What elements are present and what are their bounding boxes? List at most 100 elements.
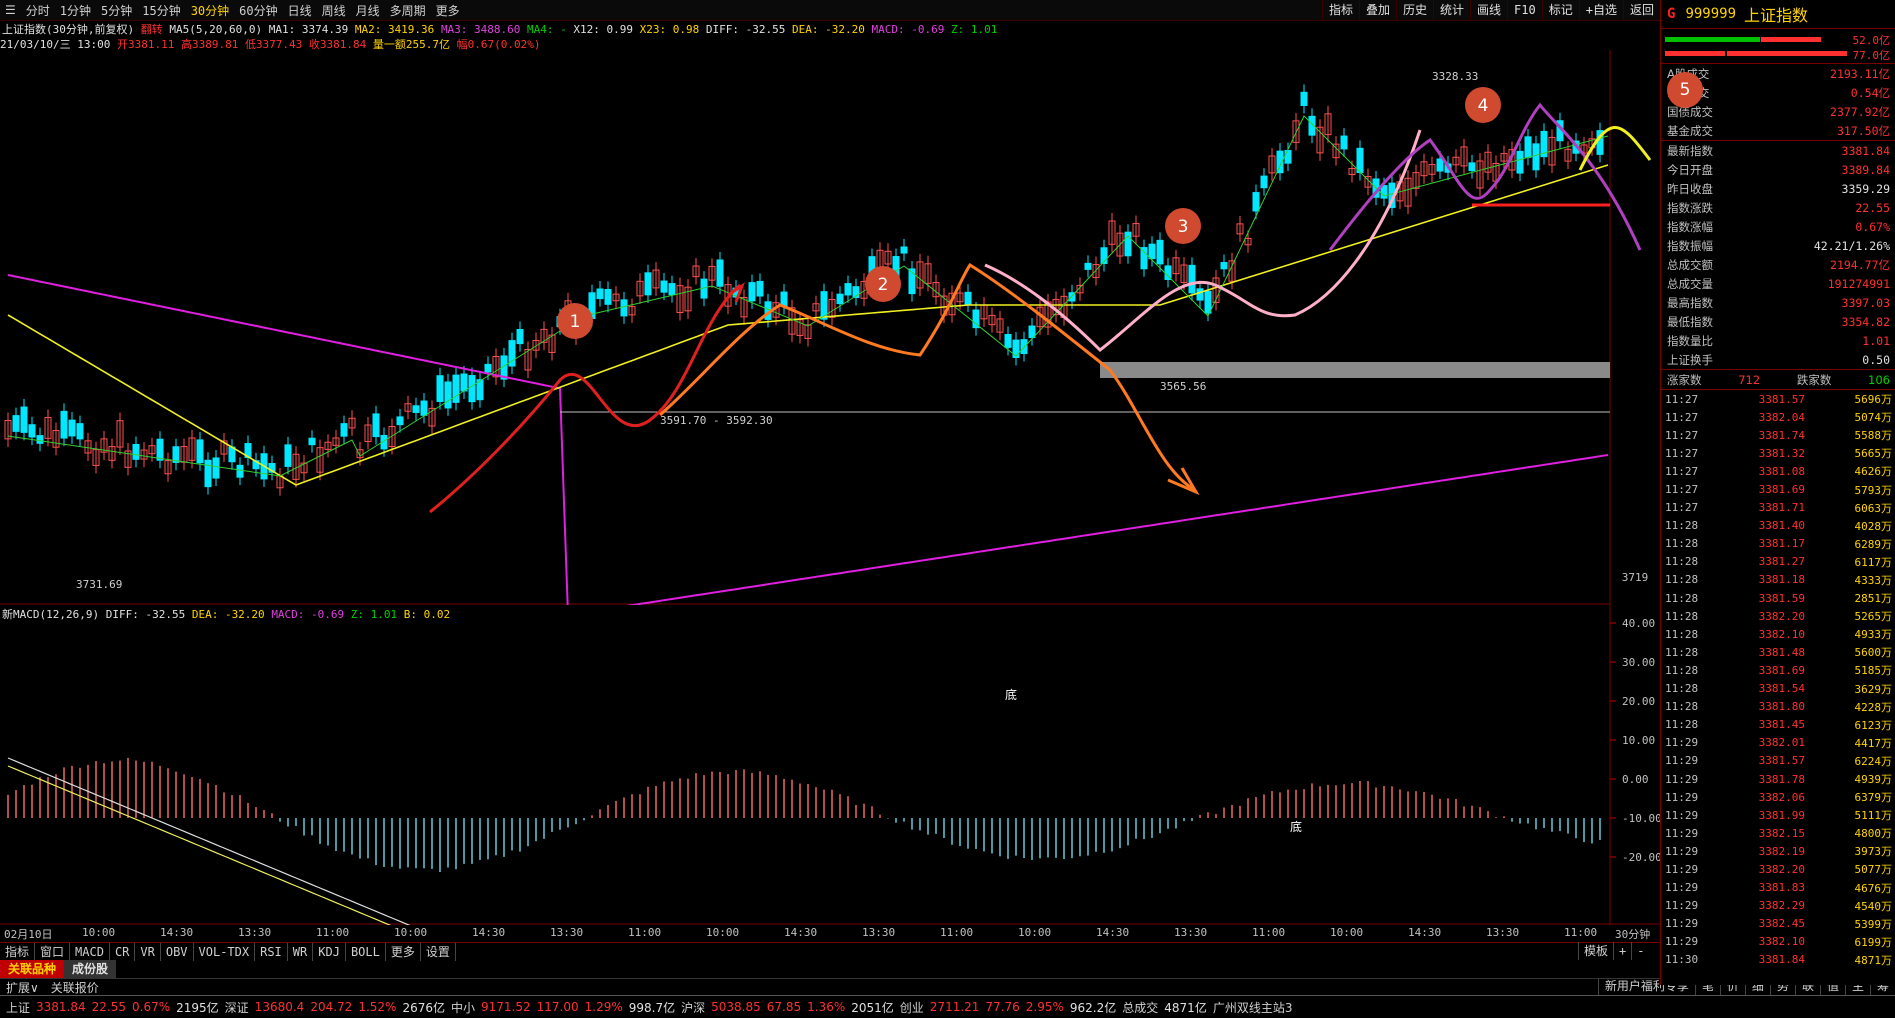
indicator-tab-12[interactable]: 设置 xyxy=(421,943,456,961)
window-menu-icon[interactable]: ☰ xyxy=(5,3,16,17)
period-tab-2[interactable]: 5分钟 xyxy=(101,3,133,18)
g-badge[interactable]: G xyxy=(1667,6,1676,22)
status-server[interactable]: 广州双线主站3 xyxy=(1212,1000,1293,1015)
tool-button-4[interactable]: 画线 xyxy=(1470,0,1507,20)
bottom-mark-1: 底 xyxy=(1005,687,1017,702)
tick-volume: 5600万 xyxy=(1854,646,1893,660)
extension-item-0[interactable]: 扩展∨ xyxy=(6,981,39,995)
indicator-tab-7[interactable]: RSI xyxy=(255,943,288,961)
indicator-tab-1[interactable]: 窗口 xyxy=(35,943,71,961)
flip-tag[interactable]: 翻转 xyxy=(140,23,163,36)
candle-body xyxy=(1180,264,1188,283)
status-index-name[interactable]: 中小 xyxy=(450,1000,475,1015)
indicator-tab-11[interactable]: 更多 xyxy=(386,943,421,961)
ma4-value: MA4: - xyxy=(527,23,567,36)
time-tick: 10:00 xyxy=(82,926,116,939)
period-tab-9[interactable]: 多周期 xyxy=(389,3,426,18)
tick-volume: 5111万 xyxy=(1854,809,1893,823)
status-index-name[interactable]: 沪深 xyxy=(681,1000,706,1015)
ma-info-line: 上证指数(30分钟,前复权) 翻转 MA5(5,20,60,0) MA1: 33… xyxy=(2,21,997,37)
macd-chart[interactable]: 40.00 30.00 20.00 10.00 0.00 -10.00 -20.00 底 底 xyxy=(0,605,1660,925)
tool-button-5[interactable]: F10 xyxy=(1507,0,1542,20)
indicator-tab-6[interactable]: VOL-TDX xyxy=(194,943,256,961)
marker-2[interactable]: 2 xyxy=(865,266,901,302)
macd-info-line: 新MACD(12,26,9) DIFF: -32.55 DEA: -32.20 … xyxy=(2,606,450,622)
indicator-tab-8[interactable]: WR xyxy=(288,943,314,961)
period-tab-3[interactable]: 15分钟 xyxy=(142,3,181,18)
section-tab-1[interactable]: 成份股 xyxy=(64,960,117,978)
indicator-tab-3[interactable]: CR xyxy=(110,943,136,961)
indicator-tab-2[interactable]: MACD xyxy=(70,943,110,961)
tool-button-2[interactable]: 历史 xyxy=(1396,0,1433,20)
time-tick: 11:00 xyxy=(316,926,350,939)
tick-price: 3382.10 xyxy=(1758,627,1805,641)
period-tab-7[interactable]: 周线 xyxy=(321,3,346,18)
tick-row: 11:29 3382.29 4540万 xyxy=(1661,897,1895,915)
candlestick-chart[interactable]: 1 2 3 4 3731.69 3591.70 - 3592.30 3565.5… xyxy=(0,50,1660,605)
status-index-name[interactable]: 深证 xyxy=(224,1000,249,1015)
status-index-change: 117.00 xyxy=(536,1000,579,1014)
candle-body xyxy=(1076,284,1084,294)
indicator-tab-0[interactable]: 指标 xyxy=(0,943,36,961)
tick-price: 3382.04 xyxy=(1758,410,1805,424)
candle-body xyxy=(1212,277,1220,303)
time-tick: 11:00 xyxy=(628,926,662,939)
tick-price: 3381.84 xyxy=(1758,953,1805,967)
tool-button-3[interactable]: 统计 xyxy=(1433,0,1470,20)
ma-line-magenta xyxy=(7,274,1609,605)
tick-price: 3381.40 xyxy=(1758,519,1805,533)
period-tab-10[interactable]: 更多 xyxy=(435,3,460,18)
period-tab-6[interactable]: 日线 xyxy=(287,3,312,18)
row-label: 最低指数 xyxy=(1667,314,1713,329)
template-button-0[interactable]: 模板 xyxy=(1578,942,1613,960)
candle-body xyxy=(284,444,292,467)
marker-4[interactable]: 4 xyxy=(1465,87,1501,123)
tool-button-1[interactable]: 叠加 xyxy=(1358,0,1396,20)
marker-3[interactable]: 3 xyxy=(1165,208,1201,244)
period-tab-5[interactable]: 60分钟 xyxy=(239,3,278,18)
tick-price: 3382.20 xyxy=(1758,609,1805,623)
marker-5[interactable]: 5 xyxy=(1667,72,1703,108)
indicator-tab-4[interactable]: VR xyxy=(135,943,161,961)
candle-body xyxy=(1020,339,1028,355)
macd-hist: MACD: -0.69 xyxy=(271,608,345,621)
status-index-amount: 2676亿 xyxy=(402,1000,445,1015)
status-index-name[interactable]: 创业 xyxy=(899,1000,924,1015)
indicator-tab-10[interactable]: BOLL xyxy=(346,943,386,961)
advance-count: 712 xyxy=(1738,372,1761,387)
extension-item-1[interactable]: 关联报价 xyxy=(50,981,99,995)
period-tab-8[interactable]: 月线 xyxy=(355,3,380,18)
candle-body xyxy=(1268,155,1276,174)
candle-body xyxy=(308,437,316,446)
row-value: 191274991 xyxy=(1827,276,1890,291)
section-tab-0[interactable]: 关联品种 xyxy=(0,960,65,978)
tool-button-6[interactable]: 标记 xyxy=(1541,0,1579,20)
period-tab-0[interactable]: 分时 xyxy=(25,3,50,18)
status-total-label: 总成交 xyxy=(1122,1000,1159,1015)
candle-body xyxy=(468,375,476,403)
tick-time: 11:27 xyxy=(1665,464,1699,478)
amplitude-value: 幅0.67(0.02%) xyxy=(456,38,541,51)
tick-row: 11:29 3381.83 4676万 xyxy=(1661,879,1895,897)
marker-1[interactable]: 1 xyxy=(557,303,593,339)
tool-button-0[interactable]: 指标 xyxy=(1321,0,1359,20)
candle-body xyxy=(652,269,660,289)
tool-button-7[interactable]: +自选 xyxy=(1578,0,1623,20)
candle-body xyxy=(124,450,132,468)
candle-body xyxy=(436,375,444,402)
row-label: 总成交量 xyxy=(1667,276,1713,291)
period-tab-1[interactable]: 1分钟 xyxy=(59,3,92,18)
volume-value: 量一额255.7亿 xyxy=(372,38,451,51)
x12-value: X12: 0.99 xyxy=(573,23,634,36)
row-value: 0.50 xyxy=(1862,352,1890,367)
template-button-1[interactable]: + xyxy=(1613,942,1631,960)
candle-body xyxy=(1308,115,1316,136)
tool-button-8[interactable]: 返回 xyxy=(1622,0,1660,20)
candle-body xyxy=(804,324,812,339)
period-tab-4[interactable]: 30分钟 xyxy=(190,3,230,18)
status-index-name[interactable]: 上证 xyxy=(6,1000,31,1015)
template-button-2[interactable]: - xyxy=(1631,942,1649,960)
indicator-tab-5[interactable]: OBV xyxy=(161,943,194,961)
indicator-tab-9[interactable]: KDJ xyxy=(313,943,346,961)
candle-body xyxy=(20,406,28,433)
